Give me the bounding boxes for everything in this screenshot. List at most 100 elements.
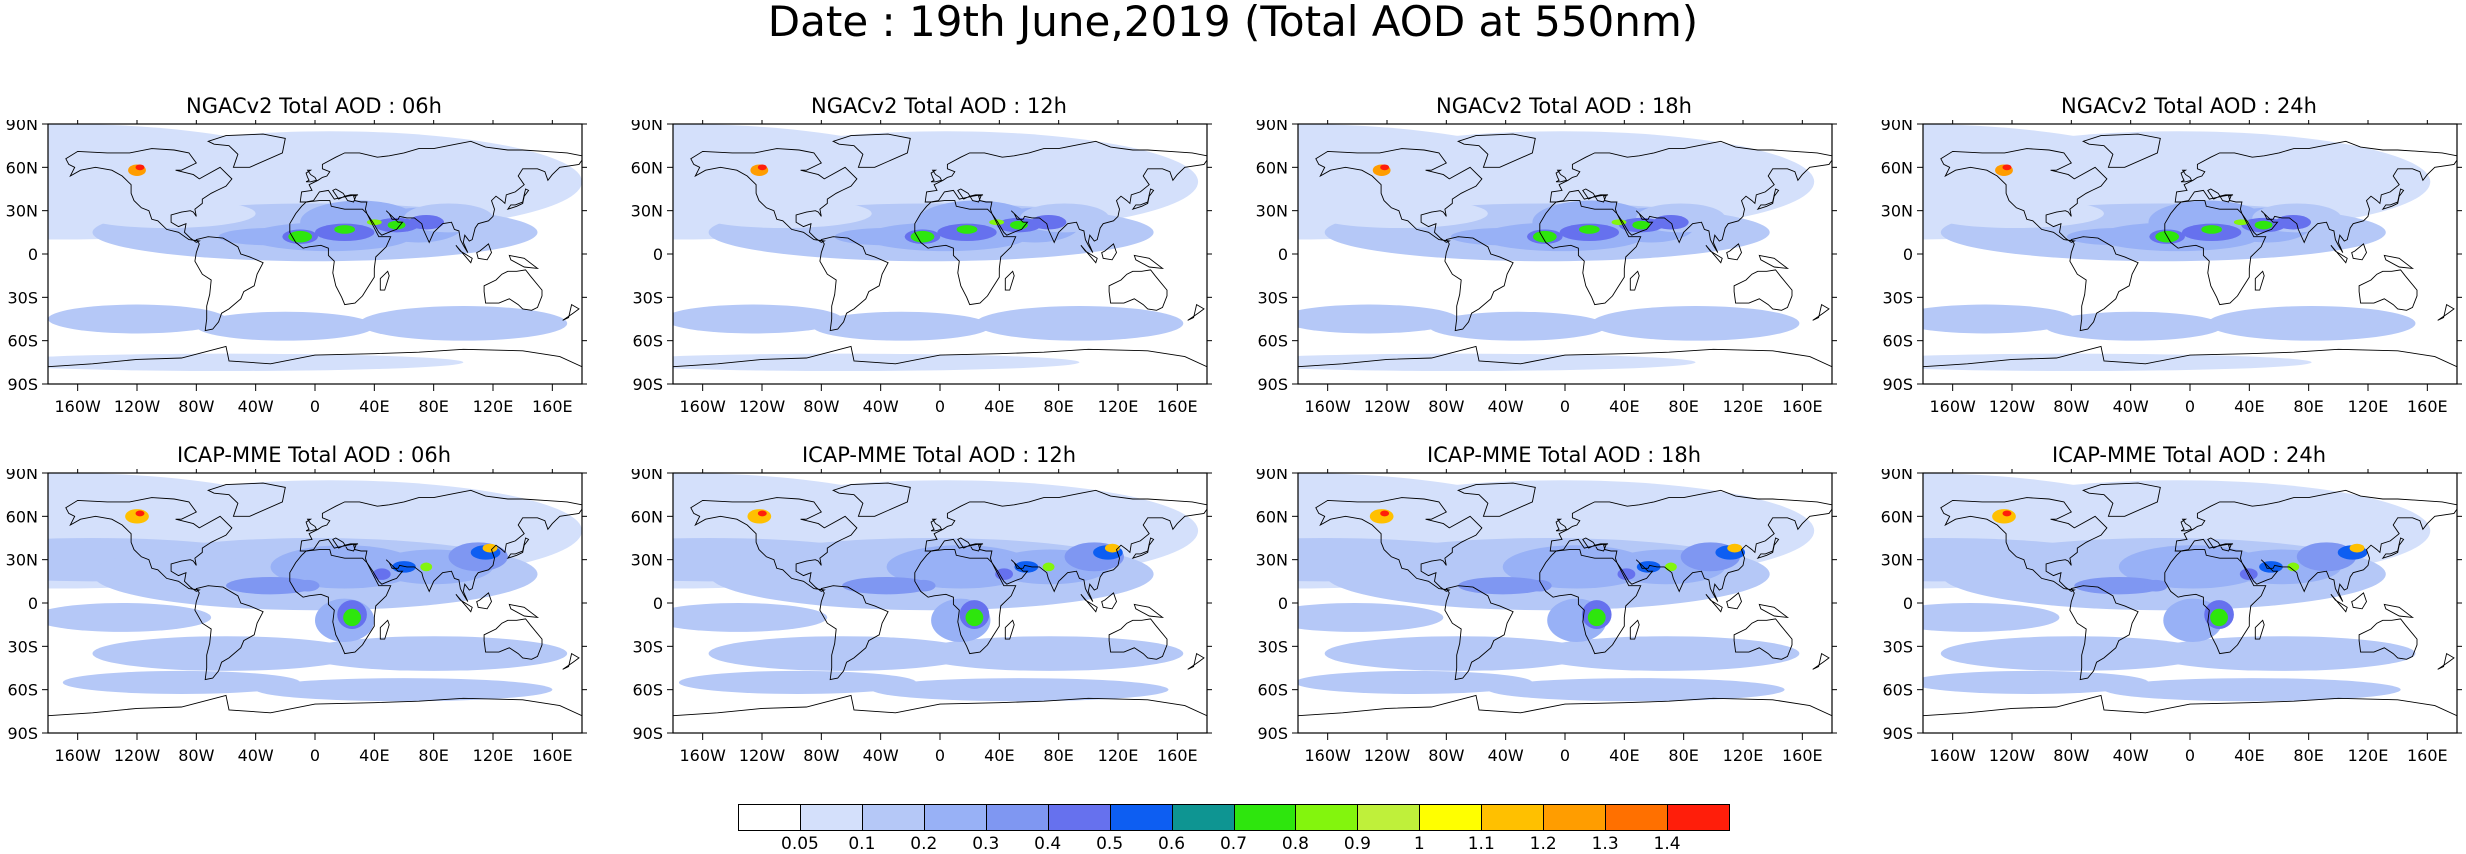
x-tick-label: 0 bbox=[310, 746, 320, 765]
figure-title: Date : 19th June,2019 (Total AOD at 550n… bbox=[767, 0, 1699, 46]
aod-region bbox=[965, 608, 984, 627]
coastline bbox=[299, 140, 582, 253]
aod-region bbox=[2144, 579, 2168, 592]
coastline bbox=[194, 585, 264, 681]
aod-region bbox=[2254, 220, 2273, 230]
aod-region bbox=[1487, 678, 1785, 702]
coastline bbox=[207, 482, 286, 517]
aod-region bbox=[1324, 636, 1592, 671]
coastline bbox=[483, 618, 543, 660]
coastline bbox=[562, 652, 580, 670]
coastline bbox=[1315, 148, 1483, 243]
aod-region bbox=[1923, 304, 2075, 334]
map-panel: ICAP-MME Total AOD : 12h 160W 120W 80W 40W 0 4… bbox=[625, 443, 1212, 803]
y-tick-label: 30S bbox=[632, 288, 663, 307]
y-tick-label: 90N bbox=[1256, 469, 1288, 483]
x-tick-label: 80E bbox=[1668, 397, 1698, 416]
colorbar-label: 0.3 bbox=[972, 834, 1000, 854]
colorbar-box bbox=[923, 804, 987, 831]
aod-region bbox=[1923, 670, 2149, 694]
aod-region bbox=[295, 579, 320, 592]
coastline bbox=[673, 345, 1207, 384]
y-tick-label: 90S bbox=[1257, 724, 1288, 743]
coastline bbox=[819, 236, 889, 332]
coastline bbox=[2164, 549, 2267, 655]
y-tick-label: 30S bbox=[1257, 637, 1288, 656]
x-tick-label: 80W bbox=[2053, 397, 2089, 416]
coastline bbox=[1133, 254, 1165, 270]
x-tick-label: 160W bbox=[54, 746, 101, 765]
coastline bbox=[1733, 269, 1793, 311]
coastline bbox=[2164, 200, 2267, 306]
y-tick-label: 30N bbox=[6, 551, 38, 570]
coastline bbox=[1758, 254, 1790, 270]
x-tick-label: 160E bbox=[1782, 746, 1823, 765]
x-tick-label: 80W bbox=[1428, 397, 1464, 416]
x-tick-label: 160E bbox=[1782, 397, 1823, 416]
coastline bbox=[1940, 148, 2108, 243]
aod-region bbox=[1664, 562, 1677, 572]
colorbar-box bbox=[861, 804, 925, 831]
x-tick-label: 120W bbox=[739, 397, 786, 416]
y-tick-label: 90S bbox=[7, 724, 38, 743]
coastline bbox=[1940, 497, 2108, 592]
y-tick-label: 60N bbox=[631, 158, 663, 177]
x-tick-label: 40E bbox=[359, 746, 389, 765]
y-tick-label: 30S bbox=[1882, 637, 1913, 656]
aod-region bbox=[1380, 164, 1390, 171]
y-tick-label: 30S bbox=[7, 637, 38, 656]
aod-region bbox=[1632, 220, 1651, 230]
x-tick-label: 160W bbox=[1929, 746, 1976, 765]
y-tick-label: 90N bbox=[631, 469, 663, 483]
aod-region bbox=[1030, 215, 1067, 230]
x-tick-label: 120W bbox=[1989, 397, 2036, 416]
coastline bbox=[924, 140, 1207, 253]
y-tick-label: 30N bbox=[1256, 551, 1288, 570]
x-tick-label: 160E bbox=[532, 746, 573, 765]
aod-region bbox=[1992, 509, 2016, 524]
aod-region bbox=[1925, 199, 2104, 228]
x-tick-label: 120E bbox=[1723, 746, 1764, 765]
colorbar: 0.05 0.1 0.2 0.3 0.4 0.5 0.6 0.7 0.8 0.9 1 1.1 1.2 1.… bbox=[738, 804, 1730, 854]
aod-region bbox=[420, 562, 433, 572]
aod-region bbox=[392, 561, 416, 573]
coastline bbox=[1131, 537, 1155, 560]
y-tick-label: 30S bbox=[7, 288, 38, 307]
coastline bbox=[483, 269, 543, 311]
x-tick-label: 160E bbox=[1157, 397, 1198, 416]
coastline bbox=[914, 549, 1017, 655]
x-tick-label: 0 bbox=[935, 397, 945, 416]
y-tick-label: 90N bbox=[1881, 469, 1913, 483]
coastline bbox=[506, 188, 530, 211]
coastline bbox=[2254, 619, 2265, 640]
coastline bbox=[1756, 188, 1780, 211]
aod-region bbox=[2259, 561, 2283, 573]
x-tick-label: 120W bbox=[1989, 746, 2036, 765]
coastline bbox=[2351, 243, 2367, 261]
colorbar-label: 0.05 bbox=[781, 834, 819, 854]
coastline bbox=[1101, 243, 1117, 261]
coastline bbox=[207, 133, 286, 168]
y-tick-label: 30S bbox=[1882, 288, 1913, 307]
aod-region bbox=[1014, 561, 1039, 573]
y-tick-label: 60N bbox=[1256, 507, 1288, 526]
coastline bbox=[690, 497, 858, 592]
aod-region bbox=[1727, 543, 1743, 553]
x-tick-label: 80E bbox=[2293, 746, 2323, 765]
aod-region bbox=[693, 199, 872, 228]
y-tick-label: 60S bbox=[632, 332, 663, 351]
x-tick-label: 160E bbox=[2407, 397, 2448, 416]
coastline bbox=[1555, 169, 1568, 183]
x-tick-label: 40W bbox=[238, 397, 274, 416]
aod-region bbox=[1532, 230, 1557, 243]
aod-map: 160W 120W 80W 40W 0 40E 80E 120E 160E 90N 60N 30N 0 3… bbox=[1256, 469, 1837, 765]
map-panel: ICAP-MME Total AOD : 18h 160W 120W 80W 40W 0 4… bbox=[1250, 443, 1837, 803]
coastline bbox=[1726, 243, 1742, 261]
colorbar-box bbox=[1233, 804, 1297, 831]
aod-region bbox=[842, 577, 932, 595]
aod-region bbox=[1458, 577, 1548, 595]
coastline bbox=[1298, 345, 1832, 384]
coastline bbox=[2174, 489, 2457, 602]
aod-region bbox=[708, 636, 976, 671]
y-tick-label: 0 bbox=[28, 594, 38, 613]
